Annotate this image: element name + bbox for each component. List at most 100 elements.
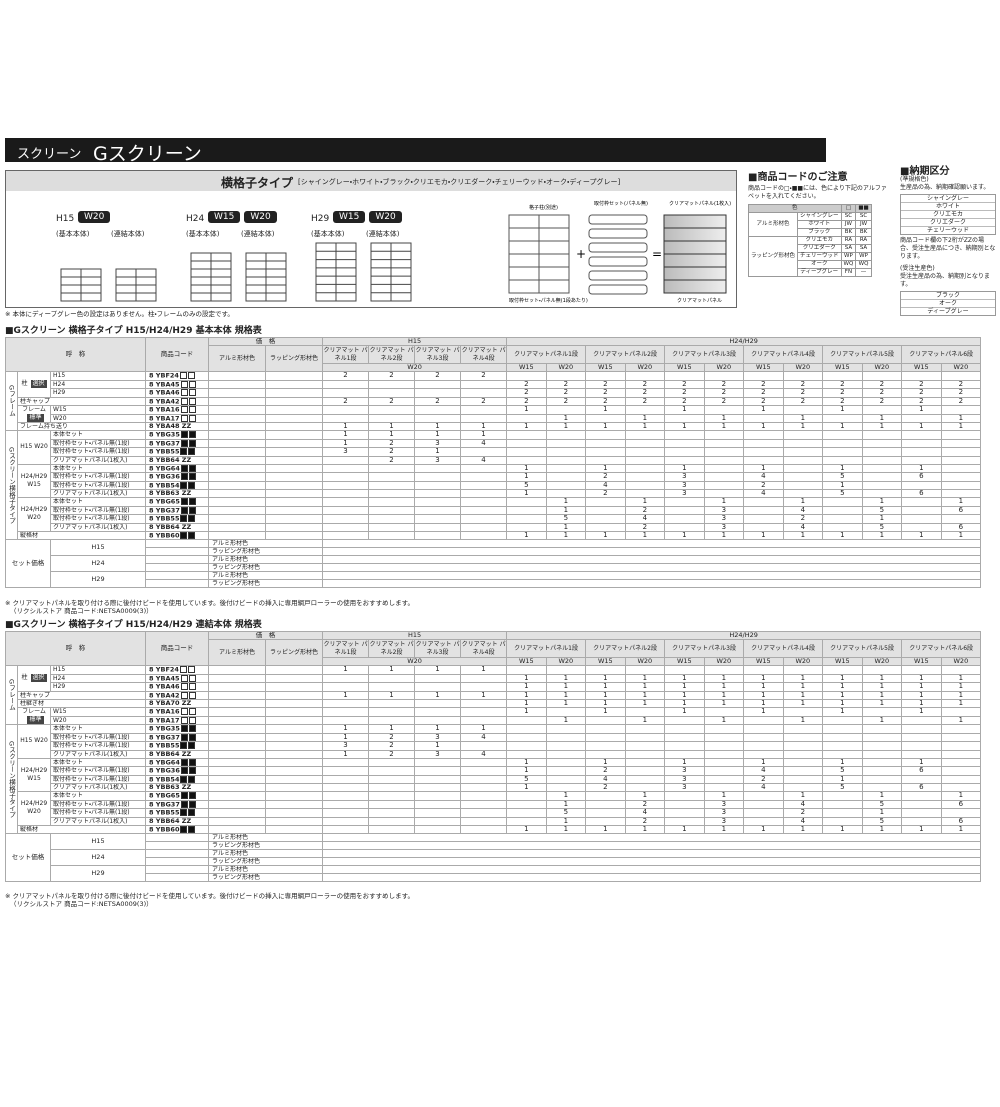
quantity [414,505,462,515]
quantity [322,783,370,792]
quantity [940,732,982,742]
quantity: 3 [414,438,462,448]
header-cell: W20 [322,363,508,372]
quantity: 2 [624,396,666,406]
quantity [703,430,745,440]
quantity: 1 [414,665,462,675]
quantity: 3 [664,783,705,792]
quantity [703,724,745,734]
quantity [545,665,587,675]
quantity: 2 [782,808,824,818]
item-label: クリアマットパネル(1枚入) [49,489,147,498]
diagram-label: 格子柱(別途) [529,204,558,211]
unit-illustration [190,252,287,302]
row: 取付枠セット・パネル無(1段) 8 YBB55 3 2 1 [6,447,982,457]
code-cell [145,571,210,580]
quantity: 2 [368,371,416,381]
quantity: 2 [368,741,416,751]
sub-label: H24/H29 W15 [20,766,48,782]
swatch [180,515,188,522]
quantity: 2 [545,388,587,398]
quantity: 3 [322,741,370,751]
quantity: 1 [506,757,547,767]
set-height: H29 [49,571,147,588]
quantity [414,463,462,473]
diagram: + = 格子柱(別途) 取付枠セット(パネル無) クリアマットパネル(1枚入) … [508,200,731,304]
item-label: フレーム持ち送り [16,422,147,431]
header-cell: クリアマットパネル6段 [901,345,982,364]
price-cell [265,430,324,440]
item-label: W15 [49,707,147,717]
sub-tag: 標準 [27,716,44,724]
quantity [940,430,982,440]
quantity [460,447,508,457]
quantity: 1 [545,673,587,683]
swatch [180,733,188,741]
quantity [861,480,903,490]
swatch [180,674,188,682]
quantity: 1 [624,824,666,834]
code-cell: 8 YBB60 [145,824,210,834]
quantity [901,715,942,725]
quantity [703,472,745,482]
quantity [822,497,863,507]
row: Gフレーム柱選択 H15 8 YBF24 2 2 2 2 [5,371,982,431]
quantity: 4 [624,514,666,524]
row: H29 8 YBA46 1 1 1 1 1 1 1 1 1 1 1 1 [6,682,982,692]
quantity: 1 [782,690,824,700]
code-row: アルミ形材色 シャイングレー SC SC [747,212,872,237]
quantity [460,824,508,834]
quantity [782,749,824,759]
quantity: 1 [822,405,863,415]
quantity [545,707,587,717]
swatch [188,792,196,799]
sub-tag: 標準 [27,414,44,422]
quantity [822,430,863,440]
quantity [545,455,587,465]
quantity: 1 [822,699,863,708]
row: Gフレーム柱選択 H15 8 YBF24 1 1 1 1 [5,665,982,725]
quantity [460,413,508,423]
quantity: 2 [782,388,824,398]
quantity: 5 [822,489,863,498]
quantity [861,455,903,465]
price-cell [265,422,324,431]
code-cell: 8 YBF24 [145,371,210,381]
swatch [188,775,196,783]
swatch [180,380,188,388]
quantity: 3 [664,480,705,490]
quantity [585,447,626,457]
unit-kind: (基本本体) [56,230,90,238]
quantity: 1 [743,405,784,415]
quantity [901,799,942,809]
color-item: オーク [901,300,995,308]
code-cell [145,849,210,858]
quantity [940,724,982,734]
quantity: 1 [743,757,784,767]
quantity [822,455,863,465]
header-cell: H24/H29 [506,337,982,346]
quantity: 6 [901,489,942,498]
set-color: ラッピング形材色 [208,841,324,850]
swatch [188,481,196,489]
product-code: 8 YBB63 ZZ [149,489,192,497]
row: 縦格材 8 YBB60 1 1 1 1 1 1 1 1 1 1 1 1 [6,824,982,834]
quantity: 1 [782,715,824,725]
quantity [585,514,626,524]
quantity: 1 [940,530,982,540]
set-height: H24 [49,849,147,866]
swatch [180,406,188,413]
code-cell [145,857,210,866]
swatch [180,725,188,732]
quantity [743,732,784,742]
item-label: 取付枠セット・パネル無(1段) [49,480,147,490]
row: 取付枠セット・パネル無(1段) 8 YBG37 1 2 3 4 [6,732,982,742]
quantity [460,673,508,683]
product-code: 8 YBB60 [149,531,180,539]
quantity: 4 [782,522,824,532]
set-color: アルミ形材色 [208,571,324,580]
unit: H24 W15 W20 (基本本体) (連結本体) [186,211,306,302]
quantity: 5 [861,799,903,809]
quantity [506,732,547,742]
header-cell: 商品コード [145,337,210,372]
